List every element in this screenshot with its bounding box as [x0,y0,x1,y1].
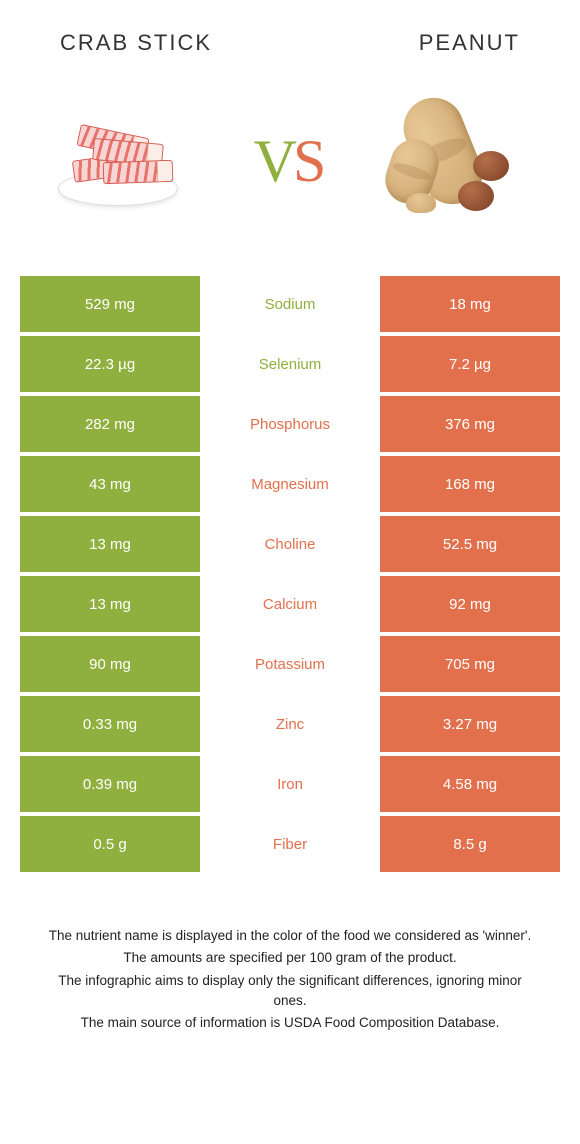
left-value: 0.39 mg [20,756,200,812]
right-value: 168 mg [380,456,560,512]
left-value: 529 mg [20,276,200,332]
right-value: 92 mg [380,576,560,632]
right-food-title: Peanut [419,30,520,56]
left-value: 90 mg [20,636,200,692]
nutrient-label: Potassium [200,636,380,692]
table-row: 529 mgSodium18 mg [20,276,560,332]
right-value: 7.2 µg [380,336,560,392]
right-value: 52.5 mg [380,516,560,572]
nutrient-label: Iron [200,756,380,812]
left-value: 0.5 g [20,816,200,872]
nutrient-label: Sodium [200,276,380,332]
footer-line: The main source of information is USDA F… [40,1013,540,1033]
nutrient-label: Phosphorus [200,396,380,452]
nutrient-label: Choline [200,516,380,572]
right-value: 18 mg [380,276,560,332]
table-row: 282 mgPhosphorus376 mg [20,396,560,452]
left-value: 13 mg [20,516,200,572]
right-value: 376 mg [380,396,560,452]
table-row: 43 mgMagnesium168 mg [20,456,560,512]
left-value: 22.3 µg [20,336,200,392]
right-value: 4.58 mg [380,756,560,812]
nutrient-label: Zinc [200,696,380,752]
vs-v: V [254,127,297,196]
nutrient-label: Fiber [200,816,380,872]
vs-label: V S [254,127,327,196]
nutrient-label: Selenium [200,336,380,392]
table-row: 0.39 mgIron4.58 mg [20,756,560,812]
table-row: 0.5 gFiber8.5 g [20,816,560,872]
table-row: 22.3 µgSelenium7.2 µg [20,336,560,392]
footer-line: The nutrient name is displayed in the co… [40,926,540,946]
table-row: 90 mgPotassium705 mg [20,636,560,692]
vs-s: S [293,127,326,196]
peanut-icon [385,86,540,236]
left-value: 0.33 mg [20,696,200,752]
hero-row: V S [0,76,580,276]
nutrient-table: 529 mgSodium18 mg22.3 µgSelenium7.2 µg28… [0,276,580,872]
crab-stick-icon [40,86,195,236]
left-value: 282 mg [20,396,200,452]
title-row: Crab stick Peanut [0,0,580,76]
table-row: 13 mgCalcium92 mg [20,576,560,632]
table-row: 0.33 mgZinc3.27 mg [20,696,560,752]
table-row: 13 mgCholine52.5 mg [20,516,560,572]
nutrient-label: Magnesium [200,456,380,512]
footer-line: The amounts are specified per 100 gram o… [40,948,540,968]
left-value: 13 mg [20,576,200,632]
left-food-title: Crab stick [60,30,212,56]
right-value: 705 mg [380,636,560,692]
left-value: 43 mg [20,456,200,512]
right-value: 8.5 g [380,816,560,872]
footer-notes: The nutrient name is displayed in the co… [0,876,580,1033]
footer-line: The infographic aims to display only the… [40,971,540,1012]
right-value: 3.27 mg [380,696,560,752]
comparison-infographic: Crab stick Peanut V S [0,0,580,1033]
nutrient-label: Calcium [200,576,380,632]
